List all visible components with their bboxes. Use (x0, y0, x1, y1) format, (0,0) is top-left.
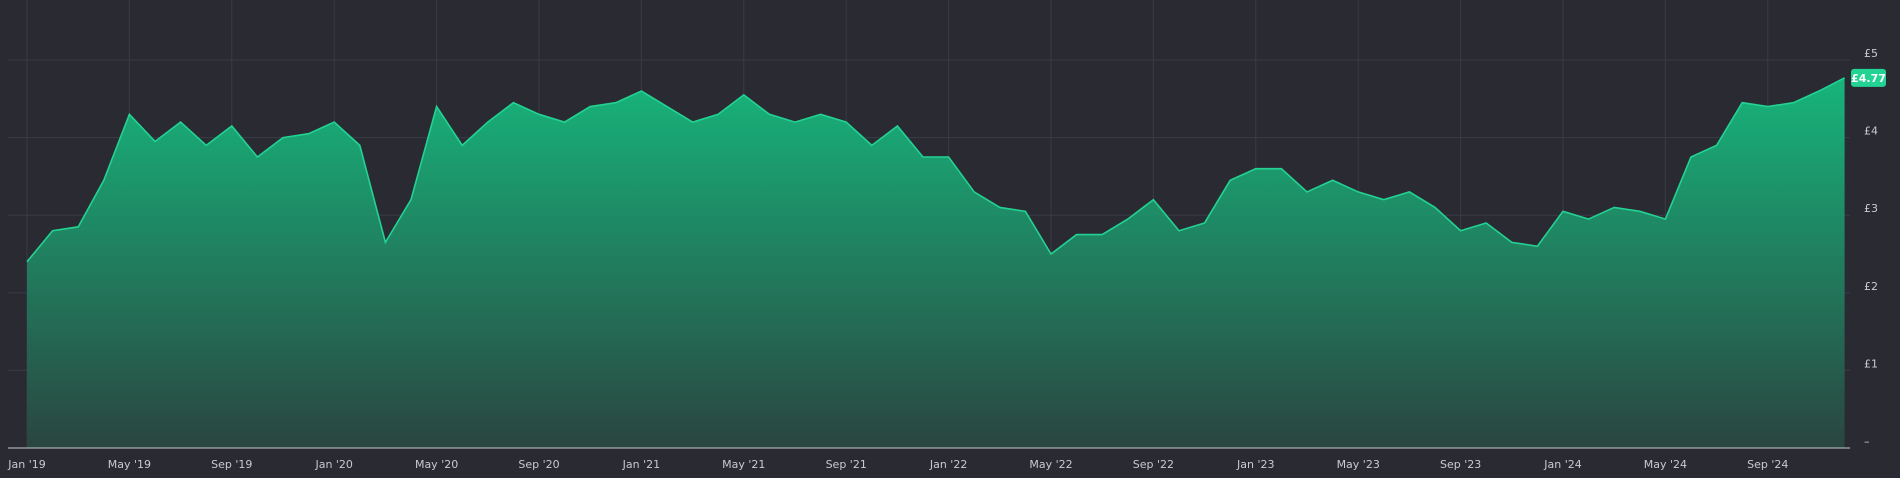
x-tick-label: Jan '22 (929, 458, 967, 471)
x-tick-label: May '22 (1029, 458, 1072, 471)
x-tick-label: Sep '20 (518, 458, 559, 471)
x-tick-label: Sep '23 (1440, 458, 1481, 471)
x-tick-label: Sep '19 (211, 458, 252, 471)
x-tick-label: Jan '19 (7, 458, 45, 471)
y-tick-label: £4 (1864, 125, 1878, 138)
x-tick-label: Jan '23 (1236, 458, 1274, 471)
area (27, 77, 1845, 449)
current-value-label: £4.77 (1851, 72, 1886, 85)
x-tick-label: May '24 (1644, 458, 1687, 471)
x-tick-label: May '23 (1337, 458, 1380, 471)
x-tick-label: May '19 (108, 458, 151, 471)
x-tick-label: Jan '21 (622, 458, 660, 471)
y-tick-label: £2 (1864, 280, 1878, 293)
y-tick-label: £3 (1864, 202, 1878, 215)
x-tick-label: Sep '24 (1747, 458, 1788, 471)
y-tick-label: £1 (1864, 357, 1878, 370)
x-tick-label: Jan '20 (314, 458, 352, 471)
y-tick-label: £5 (1864, 47, 1878, 60)
y-tick-label: – (1864, 435, 1870, 448)
current-value-badge (1851, 68, 1886, 87)
x-tick-label: Sep '21 (826, 458, 867, 471)
price-line (26, 77, 1845, 263)
x-tick-label: May '21 (722, 458, 765, 471)
x-tick-label: Sep '22 (1133, 458, 1174, 471)
x-tick-label: May '20 (415, 458, 458, 471)
x-tick-label: Jan '24 (1543, 458, 1581, 471)
